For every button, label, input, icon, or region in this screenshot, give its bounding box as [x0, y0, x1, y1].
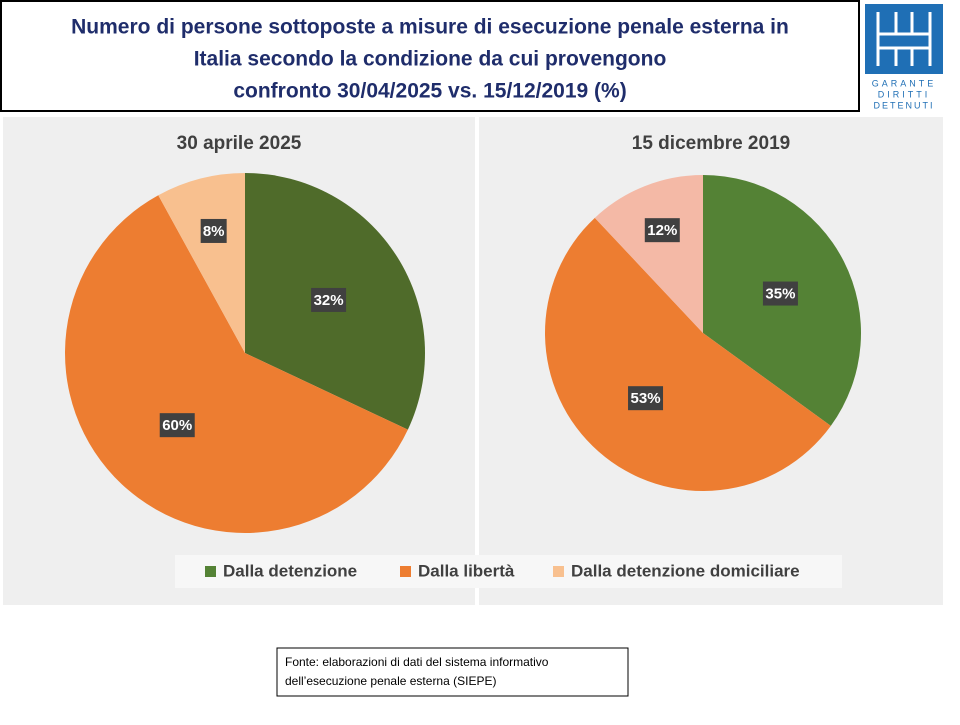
data-label-box [159, 413, 195, 438]
data-label-box [628, 386, 664, 411]
legend-box [175, 555, 842, 588]
data-label: 53% [631, 390, 661, 407]
pie-title: 15 dicembre 2019 [632, 133, 790, 154]
title-line: Numero di persone sottoposte a misure di… [71, 16, 789, 39]
source-box [276, 647, 629, 697]
logo-text: GARANTE [872, 78, 937, 88]
title-line: confronto 30/04/2025 vs. 15/12/2019 (%) [233, 80, 626, 103]
source-text: dell’esecuzione penale esterna (SIEPE) [285, 674, 496, 688]
legend-swatch [205, 566, 216, 577]
pie-slice [158, 173, 245, 353]
pie-title: 30 aprile 2025 [177, 133, 302, 154]
legend-label: Dalla detenzione domiciliare [571, 561, 800, 580]
pie-slice [594, 175, 703, 333]
data-label-box [762, 281, 798, 306]
data-label-box [200, 218, 227, 243]
logo: GARANTE DIRITTI DETENUTI [865, 4, 943, 110]
data-label: 12% [647, 222, 677, 239]
data-label: 32% [314, 292, 344, 309]
title-box [0, 0, 860, 112]
data-label-box [311, 287, 347, 312]
legend-label: Dalla libertà [418, 561, 515, 580]
data-label: 35% [765, 286, 795, 303]
pie-slice [65, 195, 408, 533]
data-label-box [644, 218, 680, 243]
legend-label: Dalla detenzione [223, 561, 357, 580]
legend-swatch [553, 566, 564, 577]
title-line: Italia secondo la condizione da cui prov… [194, 48, 667, 71]
legend-swatch [400, 566, 411, 577]
source-text: Fonte: elaborazioni di dati del sistema … [285, 655, 549, 669]
data-label: 8% [203, 223, 225, 240]
data-label: 60% [162, 417, 192, 434]
pie-slice [545, 217, 831, 492]
logo-text: DETENUTI [874, 100, 935, 110]
logo-text: DIRITTI [878, 89, 931, 99]
logo-mark [876, 12, 932, 66]
